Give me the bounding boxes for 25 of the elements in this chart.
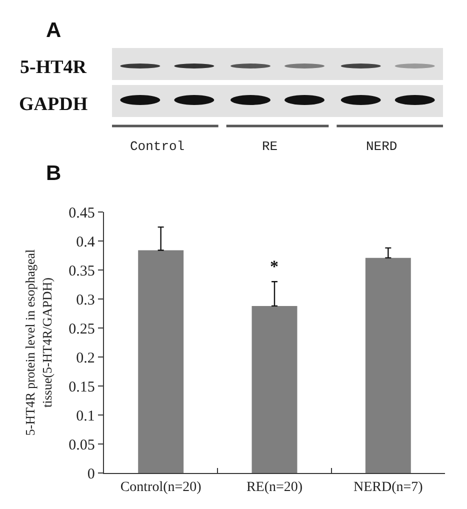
- y-axis-title: 5-HT4R protein level in esophageal tissue(5-HT4R/GAPDH): [22, 248, 55, 436]
- text: NERD: [366, 139, 398, 154]
- annotation: *: [270, 257, 278, 276]
- bar: [365, 258, 411, 473]
- y-tick-label: 0.3: [76, 292, 95, 308]
- bar: [138, 250, 184, 473]
- y-tick-label: 0.2: [76, 350, 95, 366]
- chart-title: B: [46, 162, 62, 185]
- y-tick-label: 0.35: [68, 263, 95, 280]
- y-tick-label: 0.1: [76, 408, 95, 424]
- y-tick-label: 0.15: [68, 379, 95, 396]
- x-tick-label: NERD(n=7): [354, 480, 424, 495]
- text: Control: [130, 139, 185, 154]
- text: RE: [262, 139, 278, 154]
- x-tick-label: RE(n=20): [246, 480, 303, 495]
- y-tick-label: 0.05: [68, 437, 95, 454]
- text: GAPDH: [19, 94, 88, 115]
- bar: [252, 306, 298, 473]
- y-tick-label: 0: [87, 466, 95, 482]
- y-tick-label: 0.45: [68, 205, 95, 222]
- y-tick-label: 0.4: [76, 234, 96, 250]
- y-tick-label: 0.25: [68, 321, 95, 338]
- text: A: [46, 19, 62, 42]
- x-tick-label: Control(n=20): [120, 480, 202, 495]
- text: 5-HT4R: [20, 57, 87, 78]
